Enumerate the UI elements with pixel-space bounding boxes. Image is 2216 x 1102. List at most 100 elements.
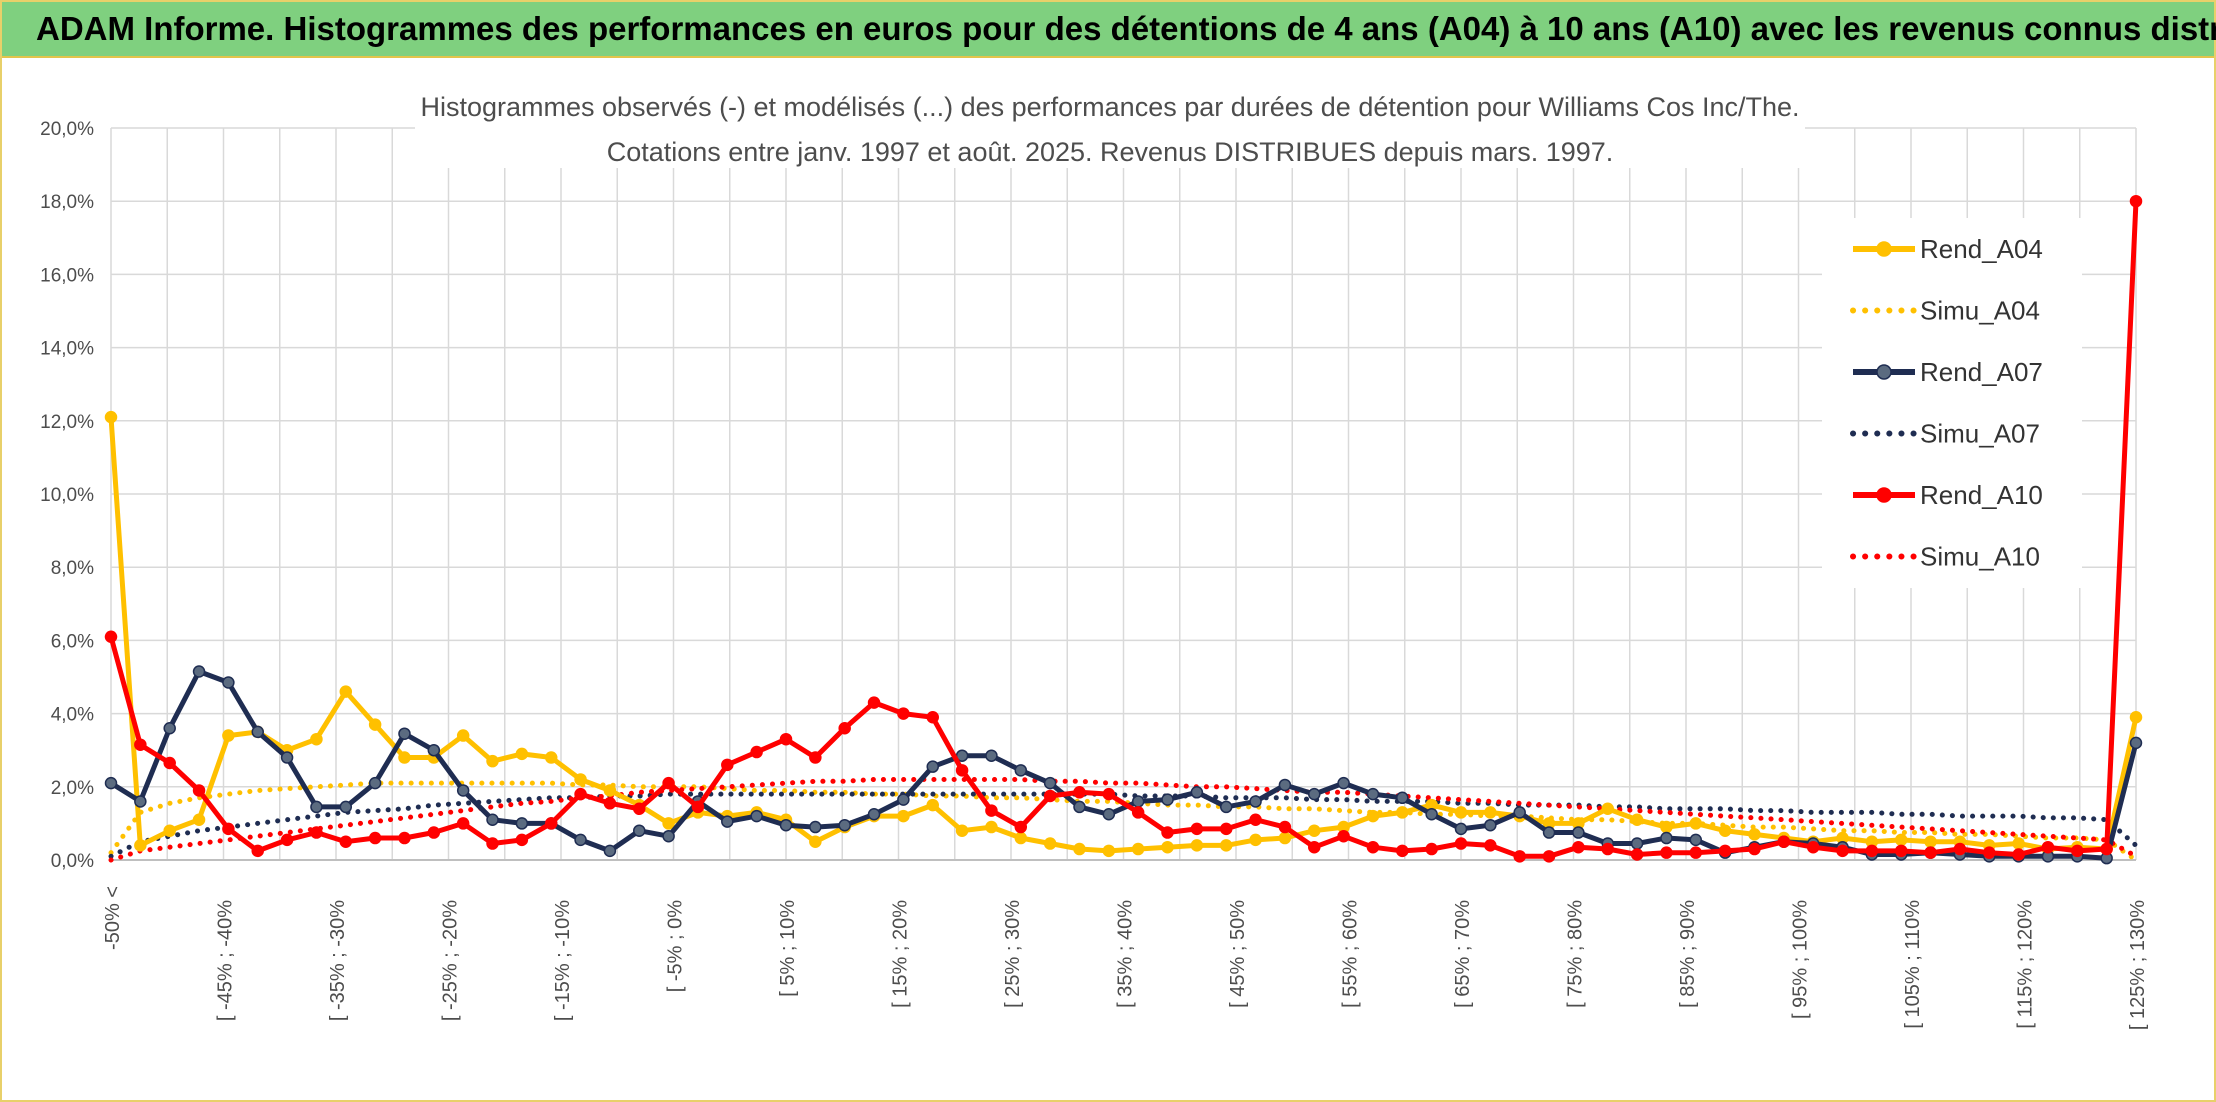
data-point — [1865, 844, 1879, 858]
y-tick-label: 10,0% — [40, 485, 94, 506]
data-point — [1337, 829, 1350, 843]
data-point — [339, 835, 353, 848]
data-point — [339, 800, 353, 814]
data-point — [1131, 806, 1145, 819]
data-point — [1454, 837, 1468, 850]
data-point — [809, 820, 822, 834]
data-point — [721, 815, 734, 828]
y-tick-label: 4,0% — [51, 705, 94, 726]
data-point — [1249, 795, 1262, 808]
data-point — [1542, 850, 1556, 863]
data-point — [1630, 837, 1644, 850]
x-tick-label: [ -25% ; -20% — [440, 900, 462, 1021]
data-point — [1366, 840, 1380, 854]
data-point — [398, 751, 411, 764]
data-point — [1924, 846, 1937, 859]
data-point — [1513, 850, 1526, 863]
x-tick-label: [ -5% ; 0% — [665, 900, 687, 992]
y-tick-label: 2,0% — [51, 778, 94, 799]
legend-label: Rend_A10 — [1920, 480, 2043, 510]
data-point — [486, 813, 499, 826]
data-point — [2100, 842, 2113, 856]
y-tick-label: 18,0% — [40, 192, 94, 213]
data-point — [134, 795, 147, 808]
data-point — [897, 809, 910, 823]
x-tick-label: [ 95% ; 100% — [1790, 900, 1812, 1019]
data-point — [368, 831, 382, 845]
data-point — [897, 793, 910, 806]
data-point — [2129, 736, 2143, 750]
data-point — [1572, 826, 1585, 839]
y-tick-label: 0,0% — [51, 851, 94, 872]
data-point — [603, 784, 617, 797]
data-point — [1073, 842, 1086, 856]
data-point — [1308, 787, 1321, 801]
data-point — [1249, 813, 1262, 826]
data-point — [1278, 778, 1292, 792]
y-tick-label: 12,0% — [40, 412, 94, 433]
data-point — [809, 751, 822, 764]
chart-title: Histogrammes observés (-) et modélisés (… — [420, 92, 1799, 122]
legend-label: Simu_A10 — [1920, 542, 2040, 572]
data-point — [544, 751, 558, 764]
y-axis-ticks: 0,0% 2,0% 4,0% 6,0% 8,0% 10,0% 12,0% 14,0% 16,0%… — [40, 119, 94, 872]
data-point — [280, 833, 294, 847]
data-point — [1073, 786, 1086, 799]
legend-label: Simu_A04 — [1920, 296, 2040, 326]
chart-subtitle: Cotations entre janv. 1997 et août. 2025… — [607, 137, 1614, 167]
data-point — [867, 808, 881, 821]
chart-titles: Histogrammes observés (-) et modélisés (… — [415, 84, 1805, 168]
data-point — [2041, 840, 2055, 854]
data-point — [1542, 826, 1556, 839]
data-point — [251, 725, 264, 739]
data-point — [222, 822, 235, 836]
data-point — [1161, 793, 1174, 806]
banner-title: ADAM Informe. Histogrammes des performan… — [36, 10, 2216, 47]
legend-marker — [1876, 364, 1892, 380]
data-point — [1513, 806, 1526, 819]
series-group — [104, 194, 2143, 865]
data-point — [1894, 833, 1908, 847]
data-point — [1425, 842, 1438, 856]
x-tick-label: [ 55% ; 60% — [1340, 900, 1362, 1008]
data-point — [926, 798, 939, 812]
data-point — [1425, 808, 1438, 821]
legend-box — [1822, 218, 2082, 588]
x-tick-label: [ 65% ; 70% — [1452, 900, 1474, 1008]
data-point — [427, 743, 441, 757]
data-point — [1660, 820, 1673, 834]
x-axis-ticks: -50% < [ -45% ; -40% [ -35% ; -30% [ -25% ;… — [102, 886, 2149, 1030]
data-point — [1219, 839, 1233, 852]
x-tick-label: [ -35% ; -30% — [327, 900, 349, 1021]
data-point — [1043, 837, 1057, 850]
data-point — [985, 804, 998, 817]
data-point — [1630, 813, 1644, 826]
data-point — [515, 833, 529, 847]
data-point — [1073, 800, 1086, 814]
data-point — [1131, 795, 1145, 808]
data-point — [1924, 835, 1937, 848]
data-point — [192, 813, 206, 826]
data-point — [1953, 842, 1967, 856]
data-point — [985, 749, 998, 762]
data-point — [1161, 840, 1174, 854]
legend-marker — [1876, 487, 1892, 503]
series-line-simu_a10 — [108, 777, 2139, 863]
data-point — [163, 756, 176, 770]
data-point — [838, 721, 851, 735]
data-point — [368, 718, 382, 731]
data-point — [662, 829, 675, 843]
data-point — [192, 665, 206, 678]
data-point — [1894, 844, 1908, 858]
data-point — [134, 839, 147, 852]
data-point — [1396, 806, 1409, 819]
data-point — [1806, 840, 1820, 854]
data-point — [2012, 848, 2025, 861]
data-point — [456, 817, 470, 830]
data-point — [222, 676, 235, 689]
data-point — [633, 802, 646, 816]
y-tick-label: 20,0% — [40, 119, 94, 140]
data-point — [1102, 808, 1116, 821]
data-point — [1337, 776, 1350, 790]
